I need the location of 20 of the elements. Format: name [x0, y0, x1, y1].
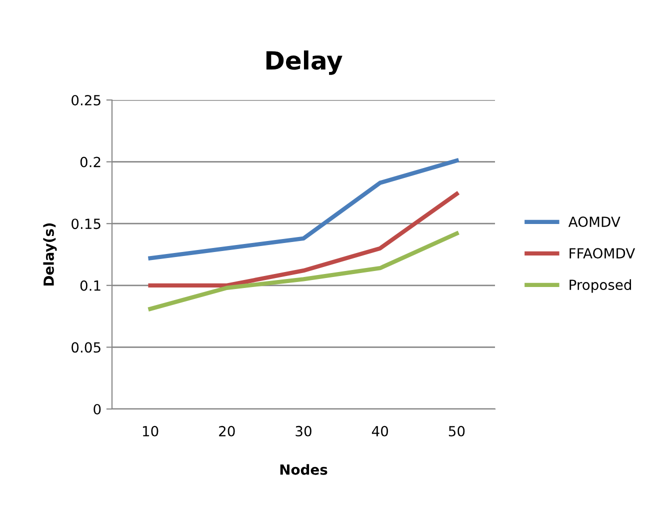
x-tick-label: 50 — [448, 426, 465, 436]
y-axis-title: Delay(s) — [43, 223, 57, 286]
line-series — [148, 231, 459, 311]
y-tick-label: 0 — [94, 404, 101, 414]
x-tick-label: 30 — [296, 426, 312, 436]
x-tick-label: 20 — [219, 426, 235, 436]
y-tick-label: 0.05 — [72, 342, 100, 353]
legend-label: AOMDV — [568, 216, 620, 228]
y-tick-label: 0.25 — [72, 94, 100, 106]
x-tick-label: 40 — [372, 426, 388, 436]
legend-label: Proposed — [570, 279, 631, 293]
y-tick-label: 0.15 — [72, 218, 100, 230]
y-tick-label: 0.1 — [80, 280, 100, 291]
line-series — [148, 158, 459, 260]
y-tick-label: 0.2 — [80, 156, 100, 168]
line-series — [148, 192, 459, 288]
x-tick-label: 10 — [142, 426, 158, 436]
chart-title: Delay — [266, 50, 342, 75]
x-axis-title: Nodes — [280, 464, 328, 475]
legend-label: FFAOMDV — [570, 248, 636, 259]
